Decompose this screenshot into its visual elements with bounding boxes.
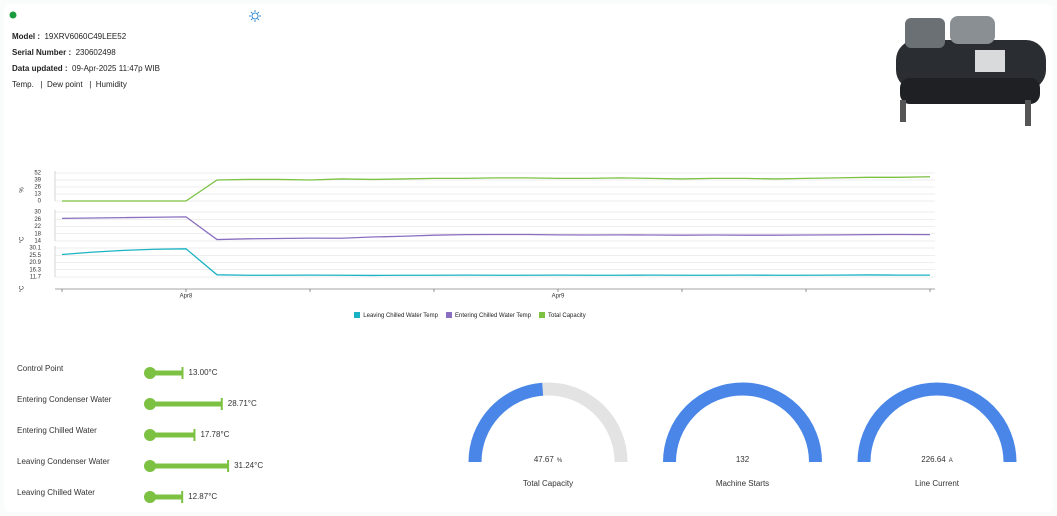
y-tick-label: 14 — [34, 239, 41, 245]
legend-label: Total Capacity — [548, 313, 586, 319]
legend: Leaving Chilled Water Temp Entering Chill… — [0, 312, 940, 319]
chiller-image — [896, 16, 1046, 126]
x-tick-label: Apr9 — [552, 294, 565, 300]
link[interactable]: Humidity — [95, 80, 127, 89]
metric-bars: Control Point 13.00°C Entering Condenser W… — [17, 364, 263, 503]
gauge-track — [663, 382, 822, 463]
value: 230602498 — [75, 48, 116, 57]
y-tick-label: 25.5 — [29, 253, 41, 259]
legend-label: Entering Chilled Water Temp — [454, 313, 532, 319]
metric-bar — [150, 494, 183, 500]
link[interactable]: Dew point — [47, 80, 83, 89]
updated-row: Data updated : 09-Apr-2025 11:47p WIB — [12, 64, 160, 73]
series-line — [61, 216, 931, 241]
metric-name: Control Point — [17, 364, 64, 373]
legend-item[interactable]: Total Capacity — [539, 312, 586, 319]
y-tick-label: 11.7 — [30, 275, 42, 281]
legend-swatch — [445, 312, 452, 318]
y-tick-label: 20.9 — [29, 260, 41, 266]
value: 09-Apr-2025 11:47p WIB — [72, 64, 160, 73]
y-tick-label: 0 — [38, 199, 42, 205]
gauge-value: 132 — [736, 455, 750, 464]
metric-bar — [150, 401, 222, 407]
metric-value: 28.71°C — [228, 399, 257, 408]
unit: A — [949, 458, 953, 464]
metric-value: 13.00°C — [189, 368, 218, 377]
label: Data updated : — [12, 64, 68, 73]
serial-row: Serial Number : 230602498 — [12, 48, 116, 57]
gauge-track — [857, 382, 1017, 463]
card — [4, 4, 1053, 512]
x-tick-label: Apr8 — [180, 294, 193, 300]
metric-bar — [150, 432, 195, 438]
metric-value: 12.87°C — [188, 492, 217, 501]
metric-value: 17.78°C — [200, 430, 229, 439]
metric-bar — [150, 370, 183, 376]
label: Model : — [12, 32, 40, 41]
legend-item[interactable]: Entering Chilled Water Temp — [445, 312, 532, 319]
gauge-name: Machine Starts — [716, 479, 769, 488]
links: Temp. | Dew point | Humidity — [12, 80, 127, 89]
model-row: Model : 19XRV6060C49LEE52 — [12, 32, 126, 41]
value: 132 — [736, 455, 750, 464]
value: 47.67 — [534, 455, 555, 464]
y-tick-label: 39 — [34, 178, 41, 184]
label: Serial Number : — [12, 48, 72, 57]
y-tick-label: 30.1 — [29, 246, 41, 252]
gauges: 47.67 % Total Capacity 132 Machine Starts 226… — [468, 382, 1017, 488]
metric-name: Entering Chilled Water — [17, 426, 97, 435]
gauge-fill — [468, 382, 544, 463]
y-tick-label: 13 — [34, 192, 41, 198]
metric-value: 31.24°C — [234, 461, 263, 470]
series-line — [61, 248, 930, 277]
status-dot — [9, 11, 17, 19]
metric-knob — [144, 398, 156, 410]
metric-knob — [144, 460, 156, 472]
legend-label: Leaving Chilled Water Temp — [363, 313, 438, 319]
axis-unit: °C — [20, 236, 26, 243]
y-tick-label: 30 — [34, 210, 41, 216]
y-tick-label: 22 — [34, 224, 41, 230]
unit: % — [557, 458, 563, 464]
metric-bar — [150, 463, 229, 469]
legend-swatch — [354, 312, 361, 318]
y-tick-label: 16.3 — [29, 267, 41, 273]
y-tick-label: 18 — [34, 231, 41, 237]
value: 19XRV6060C49LEE52 — [44, 32, 127, 41]
metric-knob — [144, 367, 156, 379]
link[interactable]: Temp. — [12, 80, 34, 89]
y-tick-label: 26 — [34, 185, 41, 191]
metric-knob — [144, 491, 156, 503]
gauge-name: Total Capacity — [523, 479, 573, 488]
theme-icon[interactable] — [249, 10, 261, 22]
gauge-value: 226.64 A — [921, 455, 952, 464]
metric-name: Leaving Chilled Water — [17, 488, 95, 497]
series-line — [62, 176, 931, 202]
value: 226.64 — [921, 455, 946, 464]
y-tick-label: 26 — [34, 217, 41, 223]
metric-name: Entering Condenser Water — [17, 395, 112, 404]
gauge-name: Line Current — [915, 479, 960, 488]
gauge-value: 47.67% — [534, 455, 563, 464]
metric-knob — [144, 429, 156, 441]
axis-unit: % — [20, 187, 26, 193]
metric-name: Leaving Condenser Water — [17, 457, 110, 466]
legend-swatch — [539, 312, 546, 318]
legend-item[interactable]: Leaving Chilled Water Temp — [354, 312, 438, 319]
y-tick-label: 52 — [34, 171, 41, 177]
axis-unit: °C — [20, 285, 26, 292]
